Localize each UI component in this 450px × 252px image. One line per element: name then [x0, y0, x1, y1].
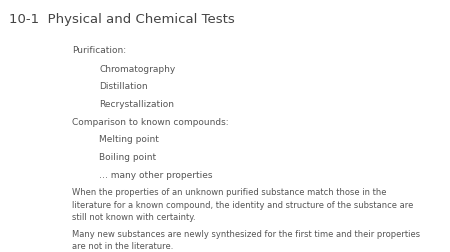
Text: Recrystallization: Recrystallization [99, 100, 174, 109]
Text: 10-1  Physical and Chemical Tests: 10-1 Physical and Chemical Tests [9, 13, 234, 25]
Text: Distillation: Distillation [99, 82, 148, 91]
Text: Comparison to known compounds:: Comparison to known compounds: [72, 117, 229, 126]
Text: Boiling point: Boiling point [99, 152, 156, 162]
Text: Many new substances are newly synthesized for the first time and their propertie: Many new substances are newly synthesize… [72, 229, 420, 250]
Text: Purification:: Purification: [72, 45, 126, 54]
Text: When the properties of an unknown purified substance match those in the
literatu: When the properties of an unknown purifi… [72, 188, 414, 221]
Text: Melting point: Melting point [99, 135, 159, 144]
Text: Chromatography: Chromatography [99, 64, 175, 73]
Text: … many other properties: … many other properties [99, 170, 212, 179]
